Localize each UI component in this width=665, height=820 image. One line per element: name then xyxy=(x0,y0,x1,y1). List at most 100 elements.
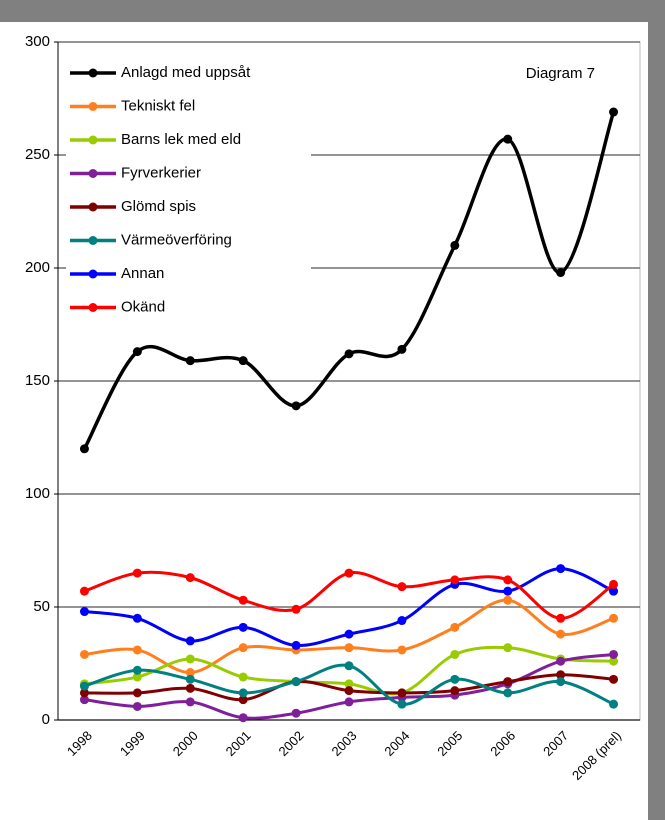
legend-label: Okänd xyxy=(121,298,165,315)
data-point xyxy=(132,672,142,682)
data-point xyxy=(344,697,354,707)
data-point xyxy=(291,677,301,687)
data-point xyxy=(132,701,142,711)
legend-marker xyxy=(88,68,98,78)
legend-marker xyxy=(88,169,98,178)
legend-marker xyxy=(88,269,98,279)
data-point xyxy=(503,595,513,605)
data-point xyxy=(556,564,566,574)
data-point xyxy=(291,604,301,614)
x-tick-label: 2005 xyxy=(434,728,465,759)
data-point xyxy=(79,688,89,698)
data-point xyxy=(344,349,354,359)
data-point xyxy=(397,582,407,592)
x-tick-label: 2007 xyxy=(540,728,571,759)
legend-label: Tekniskt fel xyxy=(121,97,195,114)
data-point xyxy=(185,668,195,678)
data-point xyxy=(450,240,460,250)
x-tick-label: 2004 xyxy=(381,728,412,759)
data-point xyxy=(79,607,89,617)
legend-label: Barns lek med eld xyxy=(121,131,241,148)
data-point xyxy=(609,699,619,709)
legend-marker xyxy=(88,202,98,212)
data-point xyxy=(397,699,407,709)
data-point xyxy=(609,613,619,623)
series-line xyxy=(82,111,616,450)
data-point xyxy=(450,575,460,585)
y-tick-label: 300 xyxy=(25,33,50,50)
legend-marker xyxy=(88,135,98,145)
data-point xyxy=(291,401,301,411)
data-point xyxy=(556,613,566,623)
data-point xyxy=(185,573,195,583)
data-point xyxy=(79,695,89,705)
data-point xyxy=(450,686,460,696)
data-point xyxy=(450,649,460,659)
data-point xyxy=(79,444,89,454)
data-point xyxy=(185,654,195,664)
data-point xyxy=(503,643,513,653)
legend-marker xyxy=(88,102,98,111)
data-point xyxy=(132,688,142,698)
x-tick-label: 2003 xyxy=(328,728,359,759)
x-tick-label: 2006 xyxy=(487,728,518,759)
data-point xyxy=(132,568,142,578)
data-point xyxy=(344,643,354,653)
data-point xyxy=(238,643,248,653)
legend-box xyxy=(66,58,311,320)
data-point xyxy=(397,688,407,698)
data-point xyxy=(503,134,513,144)
legend-label: Glömd spis xyxy=(121,198,196,215)
data-point xyxy=(609,579,619,589)
y-tick-label: 150 xyxy=(25,372,50,389)
y-tick-label: 250 xyxy=(25,146,50,163)
data-point xyxy=(185,356,195,366)
legend-label: Anlagd med uppsåt xyxy=(121,64,251,81)
x-tick-label: 2002 xyxy=(276,728,307,759)
y-tick-label: 100 xyxy=(25,485,50,502)
data-point xyxy=(79,681,89,691)
data-point xyxy=(556,677,566,687)
data-point xyxy=(609,586,619,596)
data-point xyxy=(238,713,248,723)
x-tick-label: 2001 xyxy=(223,728,254,759)
frame-right xyxy=(648,22,665,820)
data-point xyxy=(344,679,354,689)
data-point xyxy=(291,640,301,650)
data-point xyxy=(132,613,142,623)
data-point xyxy=(450,622,460,632)
data-point xyxy=(609,674,619,684)
data-point xyxy=(79,649,89,659)
data-point xyxy=(397,616,407,626)
data-point xyxy=(79,586,89,596)
data-point xyxy=(503,688,513,698)
data-point xyxy=(344,568,354,578)
data-point xyxy=(503,575,513,585)
data-point xyxy=(397,344,407,354)
data-point xyxy=(185,674,195,684)
x-tick-label: 2008 (prel) xyxy=(569,728,624,783)
data-point xyxy=(291,708,301,718)
x-tick-label: 1998 xyxy=(64,728,95,759)
data-point xyxy=(344,661,354,671)
data-point xyxy=(238,695,248,705)
legend-marker xyxy=(88,236,98,245)
legend-marker xyxy=(88,303,98,312)
data-point xyxy=(450,674,460,684)
data-point xyxy=(556,670,566,680)
data-point xyxy=(238,622,248,632)
data-point xyxy=(344,686,354,696)
y-tick-label: 50 xyxy=(33,598,50,615)
x-tick-label: 1999 xyxy=(117,728,148,759)
data-point xyxy=(185,683,195,693)
data-point xyxy=(132,645,142,655)
data-point xyxy=(238,595,248,605)
data-point xyxy=(238,356,248,366)
legend-label: Värmeöverföring xyxy=(121,231,232,248)
x-tick-label: 2000 xyxy=(170,728,201,759)
data-point xyxy=(556,629,566,639)
data-point xyxy=(503,586,513,596)
data-point xyxy=(609,649,619,659)
data-point xyxy=(609,656,619,666)
